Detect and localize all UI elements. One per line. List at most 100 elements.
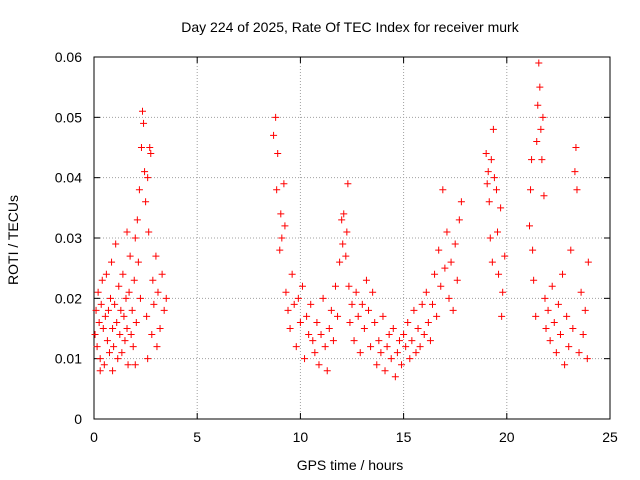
data-point <box>156 325 164 332</box>
data-point <box>431 270 439 278</box>
data-point <box>135 186 143 194</box>
data-point <box>342 252 350 260</box>
data-point <box>123 325 131 332</box>
data-point <box>131 234 139 242</box>
data-point <box>391 373 399 381</box>
x-tick-label: 10 <box>293 429 309 445</box>
data-point <box>414 325 422 332</box>
data-point <box>290 300 298 308</box>
data-point <box>100 361 108 369</box>
data-point <box>406 355 414 363</box>
data-point <box>418 300 426 308</box>
data-point <box>373 361 381 369</box>
data-point <box>584 258 592 266</box>
data-point <box>420 331 428 339</box>
data-point <box>499 288 507 296</box>
data-point <box>457 198 465 206</box>
data-point <box>128 306 136 314</box>
x-tick-label: 5 <box>193 429 201 445</box>
y-axis-label: ROTI / TECUs <box>5 195 21 285</box>
data-point <box>487 156 495 164</box>
data-point <box>345 282 353 290</box>
data-point <box>98 276 106 284</box>
data-point <box>581 306 589 314</box>
data-point <box>107 294 115 302</box>
data-point <box>95 318 103 326</box>
data-point <box>573 186 581 194</box>
data-point <box>498 312 506 320</box>
data-point <box>577 288 585 296</box>
data-point <box>313 318 321 326</box>
data-point <box>111 300 119 308</box>
y-tick-label: 0.06 <box>55 49 82 65</box>
data-point <box>455 216 463 224</box>
data-point <box>110 343 118 351</box>
data-point <box>583 355 591 363</box>
data-point <box>133 216 141 224</box>
data-point <box>424 318 432 326</box>
data-point <box>537 125 545 133</box>
x-tick-label: 15 <box>396 429 412 445</box>
data-point <box>338 216 346 224</box>
data-point <box>153 343 161 351</box>
data-point <box>118 349 126 357</box>
data-point <box>489 125 497 133</box>
data-point <box>572 144 580 151</box>
data-point <box>126 252 134 260</box>
data-point <box>428 300 436 308</box>
data-point <box>124 361 132 369</box>
data-point <box>501 252 509 260</box>
data-point <box>356 349 364 357</box>
data-point <box>567 246 575 254</box>
data-point <box>102 270 110 278</box>
data-point <box>134 258 142 266</box>
data-point <box>334 312 342 320</box>
x-axis-label: GPS time / hours <box>297 457 404 473</box>
data-point <box>486 234 494 242</box>
data-point <box>539 113 547 121</box>
data-point <box>130 276 138 284</box>
data-point <box>125 288 133 296</box>
data-point <box>340 210 348 218</box>
data-point <box>139 107 147 115</box>
data-point <box>112 240 120 248</box>
data-point <box>540 192 548 200</box>
data-point <box>273 186 281 194</box>
data-point <box>541 294 549 302</box>
data-point <box>485 198 493 206</box>
data-point <box>152 252 160 260</box>
data-point <box>278 234 286 242</box>
data-point <box>142 198 150 206</box>
data-point <box>439 186 447 194</box>
data-point <box>131 361 139 369</box>
data-point <box>162 294 170 302</box>
data-point <box>321 343 329 351</box>
data-point <box>281 222 289 230</box>
data-point <box>298 282 306 290</box>
data-point <box>96 367 104 375</box>
data-point <box>371 318 379 326</box>
x-tick-label: 25 <box>602 429 618 445</box>
data-point <box>122 294 130 302</box>
data-point <box>571 168 579 176</box>
data-point <box>546 337 554 345</box>
data-point <box>393 349 401 357</box>
data-point <box>305 331 313 339</box>
data-point <box>559 270 567 278</box>
y-tick-label: 0.03 <box>55 230 82 246</box>
data-point <box>387 355 395 363</box>
data-point <box>375 337 383 345</box>
data-point <box>117 306 125 314</box>
data-point <box>132 318 140 326</box>
data-point <box>99 325 107 332</box>
data-point <box>533 137 541 145</box>
data-point <box>548 282 556 290</box>
data-point <box>433 312 441 320</box>
data-point <box>529 246 537 254</box>
data-point <box>280 180 288 188</box>
grid-lines <box>94 57 610 419</box>
data-point <box>443 228 451 236</box>
y-tick-label: 0.02 <box>55 290 82 306</box>
data-point <box>400 331 408 339</box>
